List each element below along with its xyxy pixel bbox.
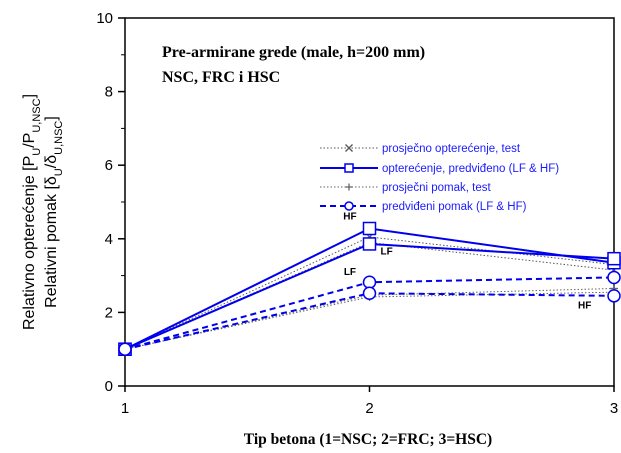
annotation-label: LF (381, 246, 393, 257)
x-axis-title: Tip betona (1=NSC; 2=FRC; 3=HSC) (244, 431, 492, 448)
marker-circle (118, 342, 132, 356)
legend-label: prosječni pomak, test (382, 182, 491, 194)
marker-circle (344, 201, 354, 211)
annotations: HF LF LF HF (343, 212, 591, 312)
y-tick-label: 0 (105, 378, 113, 395)
marker-circle (607, 270, 621, 285)
chart-title: Pre-armirane grede (male, h=200 mm) (162, 44, 425, 61)
series-line (124, 287, 615, 350)
y-tick-label: 6 (105, 157, 113, 174)
x-tick-label: 1 (121, 400, 129, 417)
annotation-label: HF (578, 301, 591, 312)
y-axis-title: Relativno opterećenje [PU/PU,NSC] Relati… (21, 94, 65, 330)
y-tick-label: 2 (105, 304, 113, 321)
legend-item: opterećenje, predviđeno (LF & HF) (320, 163, 559, 175)
legend: prosječno opterećenje, test opterećenje, … (320, 143, 559, 213)
legend-item: predviđeni pomak (LF & HF) (320, 201, 527, 213)
legend-item: prosječni pomak, test (320, 182, 491, 194)
legend-label: prosječno opterećenje, test (382, 143, 521, 155)
marker-square (362, 221, 377, 236)
marker-plus (345, 183, 353, 191)
annotation-label: LF (344, 267, 356, 278)
series-4 (118, 270, 621, 356)
annotation-label: HF (343, 212, 356, 223)
series-line (124, 291, 615, 350)
chart-subtitle: NSC, FRC i HSC (162, 69, 280, 86)
x-tick-label: 3 (610, 400, 618, 417)
marker-square (607, 251, 621, 266)
x-tick-label: 2 (365, 400, 373, 417)
marker-circle (607, 289, 621, 303)
y-tick-label: 8 (105, 84, 113, 101)
series-layer (118, 221, 621, 356)
marker-square (344, 163, 354, 173)
legend-item: prosječno opterećenje, test (320, 143, 521, 155)
y-axis-title-line-1: Relativno opterećenje [PU/PU,NSC] (21, 94, 43, 330)
marker-circle (362, 286, 377, 301)
y-axis-title-line-2: Relativni pomak [δU/δU,NSC] (43, 116, 65, 308)
legend-label: predviđeni pomak (LF & HF) (382, 201, 527, 213)
marker-circle (362, 275, 377, 289)
x-axis-ticks: 1 2 3 (121, 386, 618, 417)
marker-square (362, 237, 377, 251)
marker-x (345, 144, 353, 152)
y-axis-ticks: 0 2 4 6 8 10 (96, 10, 125, 395)
y-tick-label: 4 (105, 231, 113, 248)
marker-x-stroke (345, 144, 353, 152)
legend-label: opterećenje, predviđeno (LF & HF) (382, 163, 559, 175)
y-tick-label: 10 (96, 10, 113, 27)
